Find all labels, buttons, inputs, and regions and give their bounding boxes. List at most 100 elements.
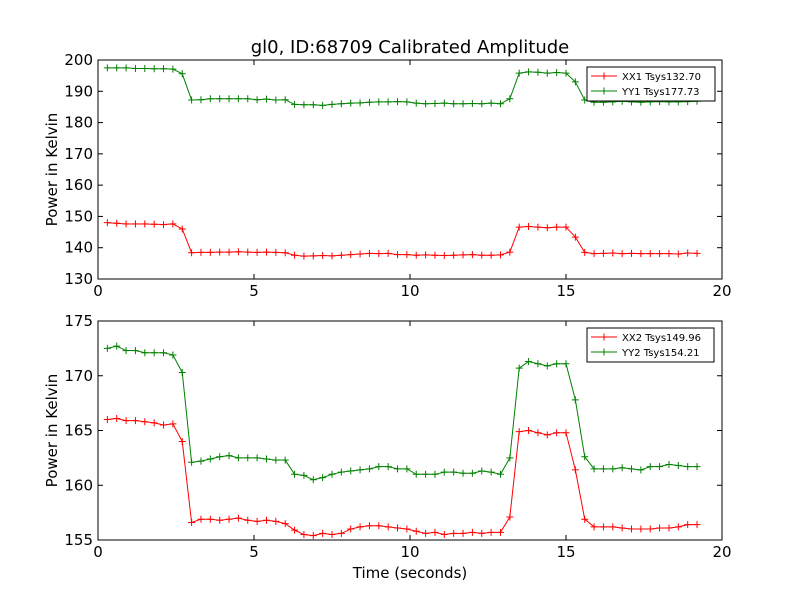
legend: XX2 Tsys149.96 YY2 Tsys154.21	[586, 327, 715, 363]
data-point	[637, 466, 645, 474]
data-point	[665, 524, 673, 532]
legend-marker	[600, 87, 608, 95]
x-tick-label: 20	[712, 282, 731, 300]
data-point	[637, 525, 645, 533]
data-point	[188, 96, 196, 104]
data-point	[291, 251, 299, 259]
data-point	[113, 64, 121, 72]
data-point	[131, 220, 139, 228]
y-tick-label: 180	[64, 114, 93, 132]
data-point	[440, 99, 448, 107]
data-point	[403, 98, 411, 106]
data-point	[571, 466, 579, 474]
data-point	[478, 529, 486, 537]
data-point	[656, 524, 664, 532]
data-point	[581, 453, 589, 461]
data-point	[394, 465, 402, 473]
y-tick-label: 160	[64, 476, 93, 494]
data-point	[590, 465, 598, 473]
data-point	[506, 513, 514, 521]
data-point	[122, 64, 130, 72]
legend: XX1 Tsys132.70 YY1 Tsys177.73	[586, 66, 716, 102]
data-point	[319, 529, 327, 537]
data-point	[216, 95, 224, 103]
x-tick-label: 10	[400, 282, 419, 300]
data-point	[244, 516, 252, 524]
y-tick-label: 200	[64, 51, 93, 69]
data-point	[674, 462, 682, 470]
legend-marker	[600, 333, 608, 341]
data-point	[684, 463, 692, 471]
data-point	[693, 249, 701, 257]
data-point	[365, 249, 373, 257]
x-tick-label: 5	[249, 543, 259, 561]
data-point	[459, 529, 467, 537]
data-point	[525, 68, 533, 76]
data-point	[262, 95, 270, 103]
data-point	[150, 419, 158, 427]
data-point	[422, 100, 430, 108]
data-point	[150, 349, 158, 357]
y-tick-label: 150	[64, 207, 93, 225]
data-point	[141, 64, 149, 72]
data-point	[412, 527, 420, 535]
data-point	[160, 65, 168, 73]
data-point	[665, 460, 673, 468]
data-point	[309, 476, 317, 484]
data-point	[216, 453, 224, 461]
x-axis-label: Time (seconds)	[352, 564, 468, 582]
data-point	[272, 96, 280, 104]
data-point	[525, 427, 533, 434]
data-point	[590, 250, 598, 258]
data-point	[431, 251, 439, 259]
y-tick-label: 165	[64, 422, 93, 440]
data-point	[122, 347, 130, 355]
data-point	[160, 221, 168, 229]
data-point	[394, 251, 402, 259]
data-point	[534, 68, 542, 76]
data-point	[468, 251, 476, 259]
data-point	[553, 360, 561, 368]
data-point	[225, 515, 233, 523]
data-point	[562, 69, 570, 77]
data-point	[206, 515, 214, 523]
data-point	[178, 225, 186, 233]
data-point	[197, 96, 205, 104]
legend-label: XX2 Tsys149.96	[622, 333, 701, 344]
data-point	[515, 364, 523, 372]
data-point	[618, 250, 626, 258]
data-point	[468, 528, 476, 536]
data-point	[216, 248, 224, 256]
data-point	[496, 251, 504, 259]
data-point	[178, 437, 186, 445]
series-line	[107, 67, 698, 106]
data-point	[169, 351, 177, 359]
data-point	[581, 515, 589, 523]
data-point	[113, 219, 121, 227]
data-point	[347, 251, 355, 259]
data-point	[553, 69, 561, 77]
data-point	[131, 347, 139, 355]
data-point	[468, 469, 476, 477]
data-point	[693, 463, 701, 471]
series-line	[107, 222, 698, 257]
data-point	[309, 532, 317, 540]
data-point	[403, 525, 411, 533]
data-point	[234, 514, 242, 522]
data-point	[637, 250, 645, 258]
data-point	[131, 417, 139, 425]
data-point	[188, 458, 196, 466]
data-point	[571, 233, 579, 241]
data-point	[496, 470, 504, 478]
data-point	[553, 429, 561, 437]
data-point	[440, 468, 448, 476]
data-point	[356, 99, 364, 107]
data-point	[113, 414, 121, 422]
data-point	[253, 96, 261, 104]
data-point	[113, 342, 121, 350]
data-point	[618, 524, 626, 532]
data-point	[291, 526, 299, 534]
data-point	[496, 528, 504, 536]
data-point	[122, 417, 130, 425]
data-point	[525, 222, 533, 230]
